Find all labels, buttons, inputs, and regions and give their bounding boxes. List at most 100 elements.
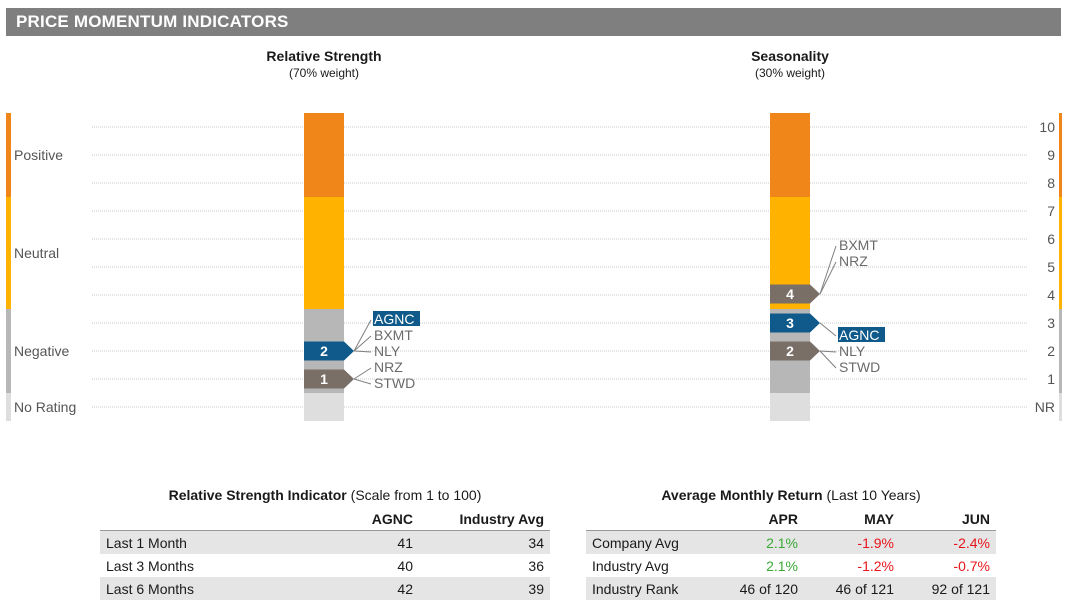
ticker-nly: NLY bbox=[839, 343, 866, 359]
right-band-strip bbox=[1059, 393, 1062, 421]
table-cell: -1.9% bbox=[804, 530, 900, 554]
table-header-row: APR MAY JUN bbox=[586, 508, 996, 531]
table-row: Company Avg 2.1% -1.9% -2.4% bbox=[586, 530, 996, 554]
seasonality-marker-4-leader bbox=[819, 245, 837, 295]
y-tick-label: 1 bbox=[1047, 371, 1055, 387]
y-tick-label: 3 bbox=[1047, 315, 1055, 331]
table-cell: -0.7% bbox=[953, 557, 990, 574]
row-label: Industry Avg bbox=[592, 557, 669, 574]
seasonality-title: Seasonality bbox=[751, 48, 829, 64]
rs-scale-bar-segment bbox=[304, 113, 344, 197]
column-header bbox=[100, 508, 312, 531]
table-cell: 46 of 120 bbox=[708, 577, 804, 600]
ticker-stwd: STWD bbox=[839, 359, 880, 375]
rs-marker-2-highlight bbox=[373, 311, 420, 326]
right-band-strip bbox=[1059, 197, 1062, 309]
rs-marker-1-leader bbox=[353, 367, 372, 380]
seasonality-marker-4 bbox=[770, 284, 820, 304]
table-cell: -2.4% bbox=[900, 530, 996, 554]
table-cell: 40 bbox=[397, 557, 413, 574]
left-band-strip bbox=[6, 309, 11, 393]
column-header: AGNC bbox=[312, 508, 419, 531]
ticker-agnc: AGNC bbox=[839, 327, 879, 343]
table-cell: 36 bbox=[528, 557, 544, 574]
rs-marker-2 bbox=[304, 341, 354, 361]
column-header: JUN bbox=[900, 508, 996, 531]
rs-scale-bar-segment bbox=[304, 393, 344, 421]
column-header: Industry Avg bbox=[419, 508, 550, 531]
ticker-nrz: NRZ bbox=[374, 359, 403, 375]
table-row: Last 6 Months 42 39 bbox=[100, 577, 550, 600]
table-cell: 39 bbox=[419, 577, 550, 600]
amr-table: APR MAY JUN Company Avg 2.1% -1.9% -2.4% Indust… bbox=[586, 508, 996, 600]
table-row: Last 3 Months 40 36 bbox=[100, 554, 550, 577]
seasonality-marker-3 bbox=[770, 313, 820, 333]
left-band-strip bbox=[6, 113, 11, 197]
right-band-strip bbox=[1059, 309, 1062, 393]
rs-title: Relative Strength bbox=[266, 48, 382, 64]
table-row: Industry Avg 2.1% -1.2% -0.7% bbox=[586, 554, 996, 577]
seasonality-marker-2-leader bbox=[819, 350, 837, 369]
rs-marker-2-leader bbox=[353, 319, 372, 352]
left-band-strip bbox=[6, 197, 11, 309]
rsi-title-rest: (Scale from 1 to 100) bbox=[346, 487, 482, 503]
seasonality-marker-3-highlight bbox=[838, 327, 885, 342]
seasonality-subtitle: (30% weight) bbox=[754, 66, 826, 80]
column-header: MAY bbox=[804, 508, 900, 531]
amr-table-title: Average Monthly Return (Last 10 Years) bbox=[586, 487, 996, 503]
row-label: Last 1 Month bbox=[100, 530, 312, 554]
y-tick-label: 6 bbox=[1047, 231, 1055, 247]
seasonality-panel-title: Seasonality (30% weight) bbox=[640, 48, 940, 80]
y-tick-label: 4 bbox=[1047, 287, 1055, 303]
table-header-row: AGNC Industry Avg bbox=[100, 508, 550, 531]
rs-scale-bar-segment bbox=[304, 197, 344, 309]
amr-title-bold: Average Monthly Return bbox=[661, 487, 823, 503]
seasonality-marker-2-leader bbox=[819, 350, 837, 353]
column-header: APR bbox=[708, 508, 804, 531]
right-band-strip bbox=[1059, 113, 1062, 197]
seasonality-marker-2 bbox=[770, 341, 820, 361]
rs-panel-title: Relative Strength (70% weight) bbox=[174, 48, 474, 80]
seasonality-scale-bar-segment bbox=[770, 113, 810, 197]
rs-marker-1-label: 1 bbox=[320, 371, 328, 387]
rs-marker-2-leader bbox=[353, 350, 372, 353]
rs-marker-2-leader bbox=[353, 335, 372, 352]
rs-marker-2-label: 2 bbox=[320, 343, 328, 359]
rsi-table: AGNC Industry Avg Last 1 Month 41 34 Last 3 M… bbox=[100, 508, 550, 600]
row-label: Last 3 Months bbox=[106, 557, 194, 574]
y-tick-label: 2 bbox=[1047, 343, 1055, 359]
seasonality-marker-3-label: 3 bbox=[786, 315, 794, 331]
seasonality-marker-2-label: 2 bbox=[786, 343, 794, 359]
ticker-stwd: STWD bbox=[374, 375, 415, 391]
table-cell: 92 of 121 bbox=[900, 577, 996, 600]
seasonality-marker-4-label: 4 bbox=[786, 286, 794, 302]
y-tick-label: 7 bbox=[1047, 203, 1055, 219]
table-cell: 42 bbox=[312, 577, 419, 600]
rs-marker-1-leader bbox=[353, 378, 372, 385]
table-cell: 34 bbox=[419, 530, 550, 554]
table-cell: 41 bbox=[312, 530, 419, 554]
ticker-agnc: AGNC bbox=[374, 311, 414, 327]
band-label-positive: Positive bbox=[14, 147, 63, 163]
y-tick-label: 5 bbox=[1047, 259, 1055, 275]
ticker-bxmt: BXMT bbox=[839, 237, 878, 253]
column-header bbox=[586, 508, 708, 531]
table-row: Industry Rank 46 of 120 46 of 121 92 of 121 bbox=[586, 577, 996, 600]
table-cell: -1.2% bbox=[857, 557, 894, 574]
seasonality-marker-3-leader bbox=[819, 322, 837, 337]
y-tick-label: 10 bbox=[1039, 119, 1055, 135]
table-cell: 2.1% bbox=[708, 530, 804, 554]
band-label-neutral: Neutral bbox=[14, 245, 59, 261]
row-label: Last 6 Months bbox=[100, 577, 312, 600]
band-label-no-rating: No Rating bbox=[14, 399, 76, 415]
table-row: Last 1 Month 41 34 bbox=[100, 530, 550, 554]
row-label: Industry Rank bbox=[586, 577, 708, 600]
rsi-title-bold: Relative Strength Indicator bbox=[168, 487, 347, 503]
rs-marker-1 bbox=[304, 369, 354, 389]
rs-subtitle: (70% weight) bbox=[288, 66, 360, 80]
ticker-nrz: NRZ bbox=[839, 253, 868, 269]
section-banner: PRICE MOMENTUM INDICATORS bbox=[6, 8, 1061, 36]
seasonality-scale-bar-segment bbox=[770, 393, 810, 421]
rsi-table-title: Relative Strength Indicator (Scale from … bbox=[100, 487, 550, 503]
left-band-strip bbox=[6, 393, 11, 421]
